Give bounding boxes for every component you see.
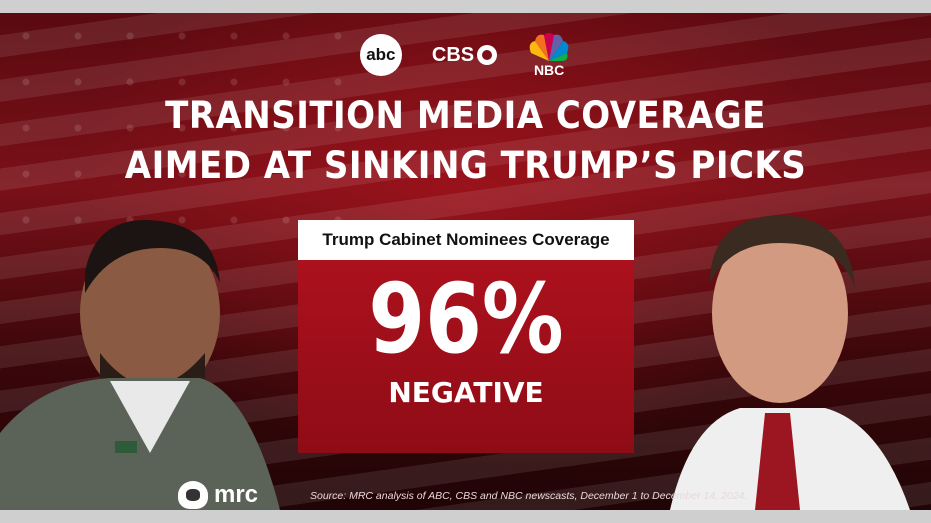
nbc-logo-text: NBC [533, 62, 565, 78]
left-nominee-photo [0, 220, 280, 510]
headline: TRANSITION MEDIA COVERAGE AIMED AT SINKI… [37, 91, 894, 191]
nbc-logo: NBC [527, 33, 571, 77]
abc-logo: abc [359, 34, 402, 76]
cbs-eye-icon [477, 45, 498, 65]
stat-card-value: 96% [368, 263, 564, 375]
bottom-border [0, 510, 931, 523]
headline-line-1: TRANSITION MEDIA COVERAGE [165, 94, 766, 137]
nbc-peacock-icon [529, 33, 569, 61]
mrc-brand: mrc [178, 481, 258, 509]
stat-card-label: NEGATIVE [388, 376, 544, 409]
source-note: Source: MRC analysis of ABC, CBS and NBC… [310, 490, 748, 502]
top-border [0, 0, 931, 13]
graphic-frame: abc CBS NBC TRANSITION MEDIA COVERAGE AI… [0, 13, 931, 510]
network-logos: abc CBS NBC [0, 33, 931, 77]
stat-card: Trump Cabinet Nominees Coverage 96% NEGA… [298, 220, 634, 453]
mrc-bulldog-icon [178, 481, 208, 509]
right-nominee-photo [670, 215, 910, 510]
mrc-brand-text: mrc [214, 481, 259, 508]
headline-line-2: AIMED AT SINKING TRUMP’S PICKS [124, 144, 807, 187]
cbs-logo: CBS [431, 43, 498, 67]
stat-card-title: Trump Cabinet Nominees Coverage [298, 220, 634, 260]
abc-logo-text: abc [366, 45, 396, 64]
cbs-logo-text: CBS [431, 43, 475, 66]
flag-stars-background [0, 13, 360, 243]
